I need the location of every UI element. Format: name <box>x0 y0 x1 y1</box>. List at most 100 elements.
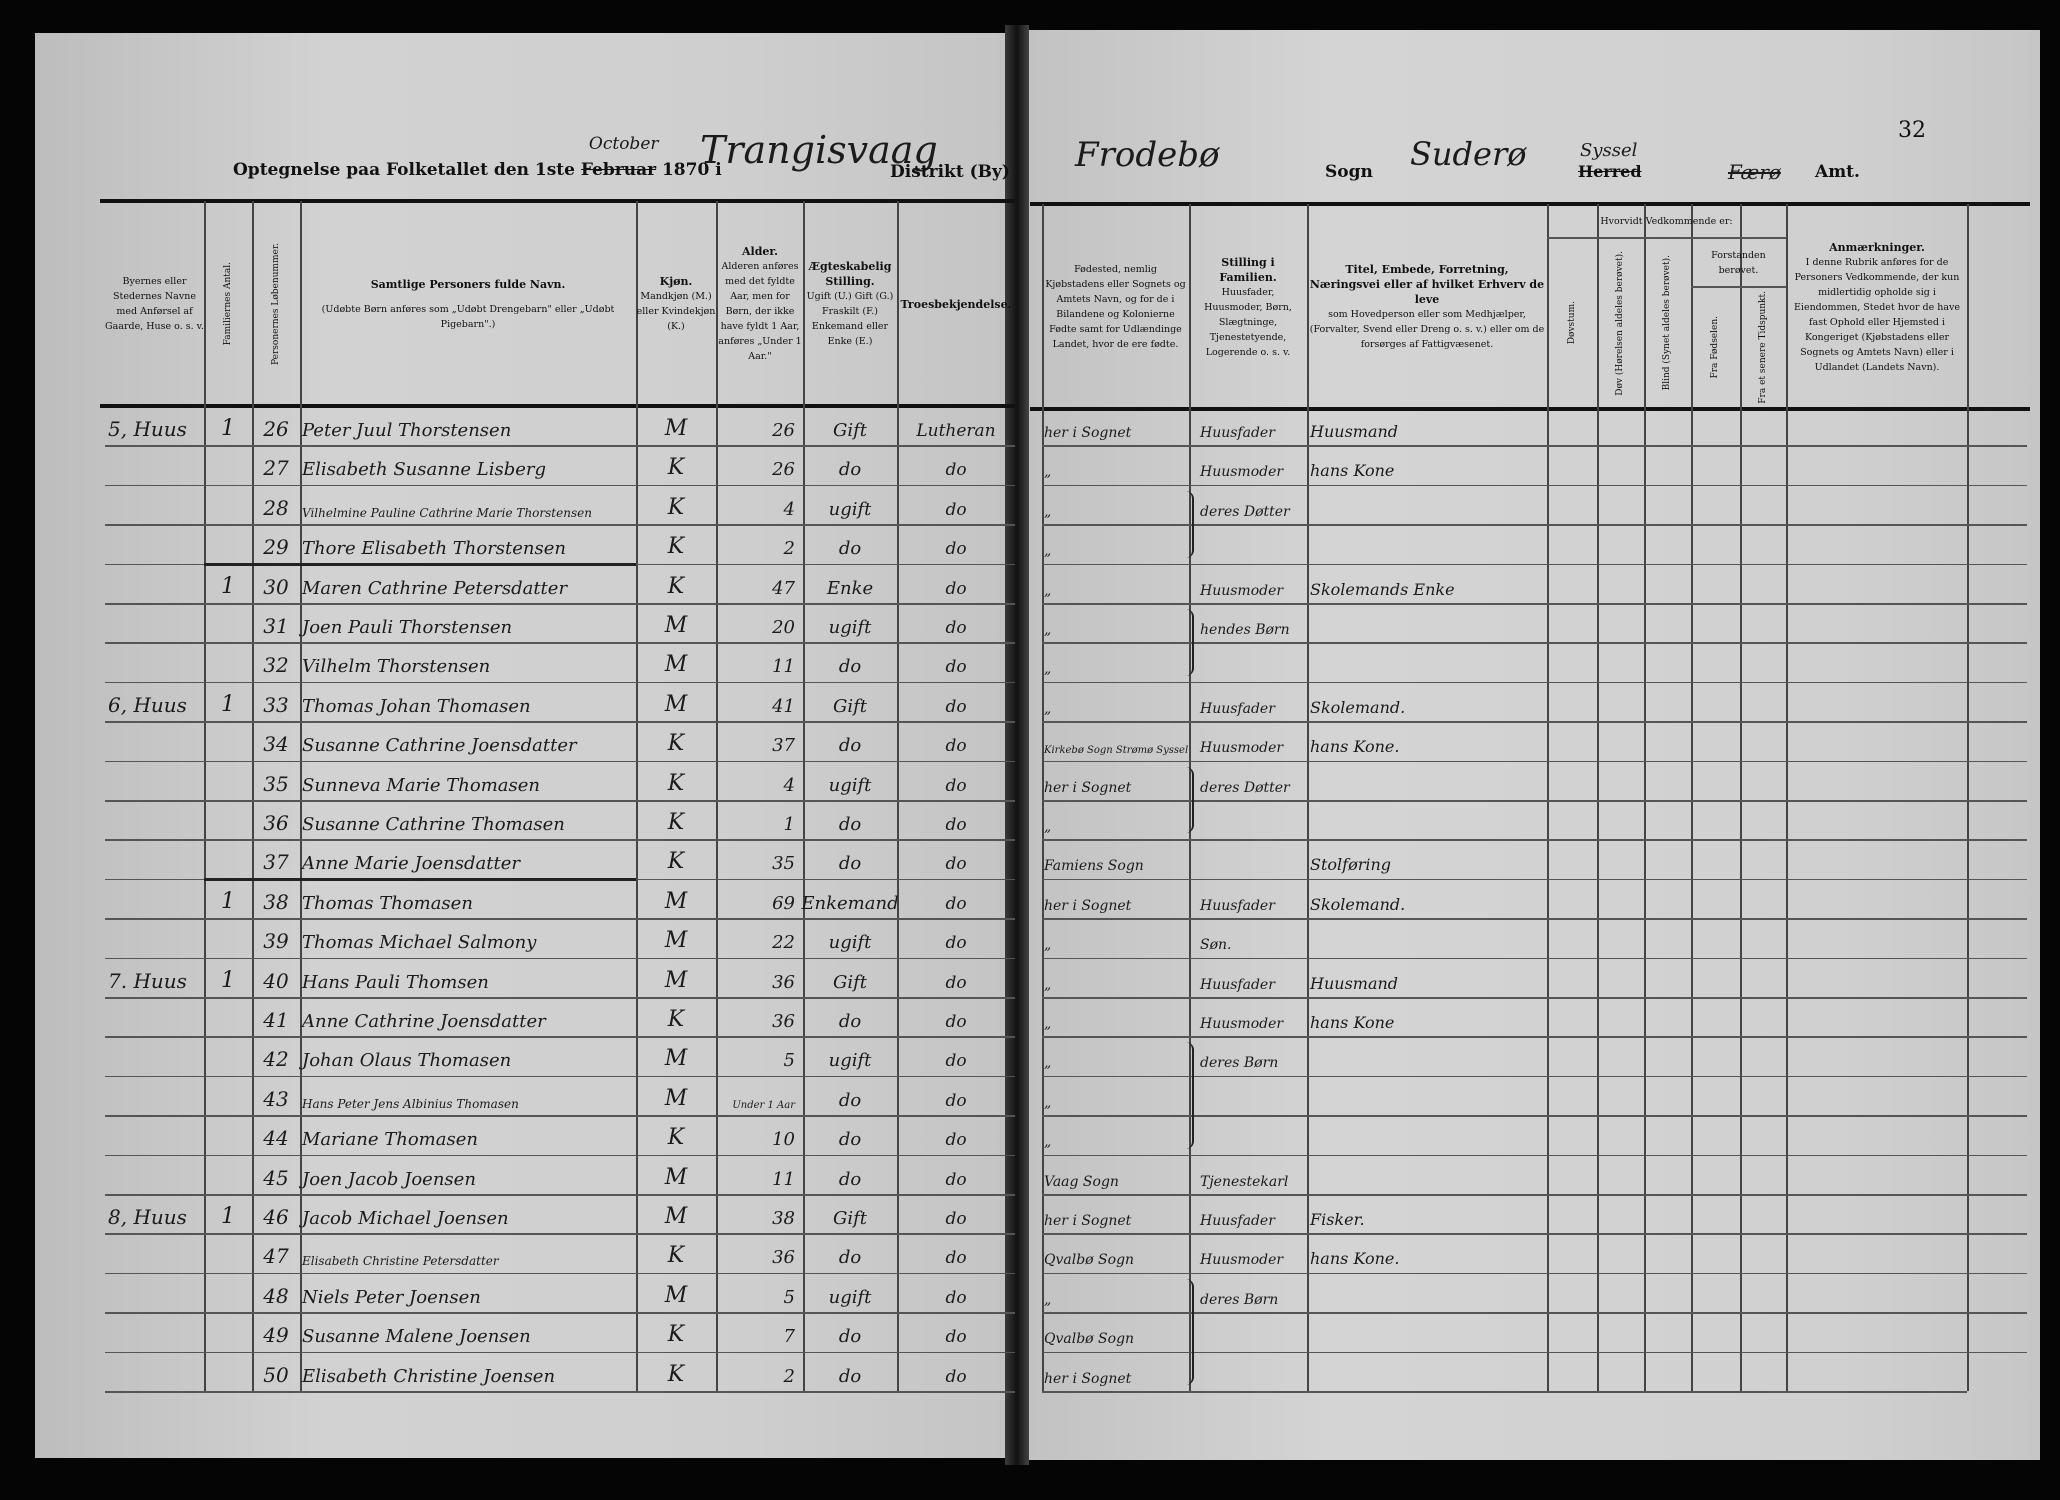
row-rule <box>105 1312 1015 1314</box>
cell-fam <box>204 603 252 642</box>
header-families: Familiernes Antal. <box>204 205 252 403</box>
right-page <box>1025 30 2040 1460</box>
cell-name: Vilhelm Thorstensen <box>302 656 491 678</box>
cell-birthplace: „ <box>1044 464 1052 481</box>
cell-no: 27 <box>263 456 289 481</box>
cell-age: 36 <box>772 1011 795 1032</box>
cell-place <box>108 564 204 603</box>
cell-marital: Enkemand <box>801 892 899 914</box>
cell-position <box>1200 1352 1307 1391</box>
cell-name: Thore Elisabeth Thorstensen <box>302 538 566 560</box>
cell-name: Anne Cathrine Joensdatter <box>302 1011 546 1032</box>
cell-position: Huusmoder <box>1200 740 1284 757</box>
cell-religion: do <box>945 499 967 520</box>
cell-religion: do <box>945 696 967 717</box>
cell-name: Mariane Thomasen <box>302 1129 478 1151</box>
cell-no: 33 <box>263 692 289 717</box>
cell-age: 35 <box>772 853 795 875</box>
cell-name: Hans Pauli Thomsen <box>302 971 489 993</box>
row-rule <box>1042 997 2027 999</box>
row-rule <box>105 1272 1015 1275</box>
header-sex-title: Kjøn. <box>659 275 693 288</box>
cell-marital: do <box>838 1247 862 1269</box>
cell-occupation <box>1310 1312 1547 1351</box>
cell-name: Jacob Michael Joensen <box>302 1208 509 1229</box>
row-rule <box>1042 957 2027 960</box>
cell-fam <box>204 445 252 484</box>
cell-age: 36 <box>772 1247 795 1269</box>
column-rule <box>204 201 206 1391</box>
cell-birthplace: „ <box>1044 1134 1052 1151</box>
header-sex: Kjøn. Mandkjøn (M.) eller Kvindekjøn (K.) <box>636 205 716 403</box>
cell-occupation <box>1310 1036 1547 1075</box>
cell-no: 26 <box>263 417 289 441</box>
cell-occupation <box>1310 918 1547 957</box>
cell-place <box>108 761 204 800</box>
header-religion: Troesbekjendelse. <box>897 205 1015 403</box>
table-row: 35 Sunneva Marie Thomasen K 4 ugift do her i S… <box>105 761 1965 800</box>
cell-no: 46 <box>263 1205 289 1229</box>
cell-no: 44 <box>263 1126 289 1151</box>
row-rule <box>105 603 1015 605</box>
cell-marital: do <box>838 656 862 678</box>
left-page <box>35 33 1013 1458</box>
cell-position: Huusmoder <box>1200 1252 1284 1269</box>
cell-name: Susanne Cathrine Joensdatter <box>302 735 577 757</box>
row-rule <box>1042 1312 2027 1314</box>
header-person-no: Personernes Løbenummer. <box>252 205 300 403</box>
cell-marital: do <box>838 814 862 835</box>
row-rule <box>1042 1351 2027 1354</box>
header-place-text: Byernes eller Stedernes Navne med Anførs… <box>105 276 204 332</box>
cell-position <box>1200 839 1307 878</box>
cell-name: Niels Peter Joensen <box>302 1286 481 1308</box>
header-from-birth-text: Fra Fødselen. <box>1710 315 1720 379</box>
cell-occupation: hans Kone. <box>1310 1249 1400 1269</box>
cell-occupation <box>1310 642 1547 681</box>
column-rule <box>1967 204 1969 1391</box>
cell-birthplace: her i Sognet <box>1044 897 1132 914</box>
cell-birthplace: „ <box>1044 937 1052 954</box>
header-name: Samtlige Personers fulde Navn. (Udøbte Bø… <box>310 205 626 403</box>
cell-place <box>108 524 204 563</box>
table-row: 7. Huus 1 40 Hans Pauli Thomsen M 36 Gift do „ Hu… <box>105 958 1965 997</box>
table-row: 1 38 Thomas Thomasen M 69 Enkemand do her i Sog… <box>105 879 1965 918</box>
cell-place: 8, Huus <box>108 1205 187 1229</box>
cell-no: 43 <box>263 1086 289 1111</box>
cell-sex: K <box>667 573 685 599</box>
cell-name: Elisabeth Christine Petersdatter <box>302 1254 499 1269</box>
row-rule <box>105 800 1015 802</box>
cell-age: 5 <box>783 1050 795 1072</box>
cell-sex: M <box>664 691 688 717</box>
cell-marital: do <box>838 538 862 560</box>
cell-name: Thomas Johan Thomasen <box>302 695 531 717</box>
cell-religion: do <box>945 1130 967 1151</box>
cell-birthplace: „ <box>1044 1055 1052 1072</box>
cell-fam <box>204 1115 252 1154</box>
cell-name: Thomas Thomasen <box>302 892 473 914</box>
cell-marital: do <box>838 853 862 875</box>
cell-place <box>108 879 204 918</box>
cell-sex: K <box>667 1322 685 1348</box>
header-marital-title: Ægteskabelig Stilling. <box>808 260 892 288</box>
row-rule <box>105 524 1015 526</box>
cell-fam: 1 <box>221 416 235 441</box>
cell-religion: do <box>945 933 967 954</box>
cell-place <box>108 918 204 957</box>
cell-position: Huusmoder <box>1200 1016 1284 1032</box>
cell-position: Huusfader <box>1200 425 1275 441</box>
cell-no: 48 <box>263 1283 289 1308</box>
cell-sex: M <box>664 1046 688 1072</box>
cell-position: Huusfader <box>1200 976 1275 993</box>
row-rule <box>105 760 1015 763</box>
header-sex-note: Mandkjøn (M.) eller Kvindekjøn (K.) <box>636 291 716 332</box>
cell-birthplace: „ <box>1044 543 1052 560</box>
cell-position: Tjenestekarl <box>1200 1173 1289 1190</box>
cell-fam: 1 <box>221 1204 235 1229</box>
cell-marital: do <box>838 1168 862 1190</box>
table-row: 39 Thomas Michael Salmony M 22 ugift do „ Søn. <box>105 918 1965 957</box>
cell-religion: do <box>945 657 967 678</box>
cell-name: Susanne Malene Joensen <box>302 1326 531 1348</box>
cell-occupation: hans Kone <box>1310 461 1395 481</box>
cell-no: 45 <box>263 1165 289 1190</box>
column-rule <box>897 201 899 1391</box>
